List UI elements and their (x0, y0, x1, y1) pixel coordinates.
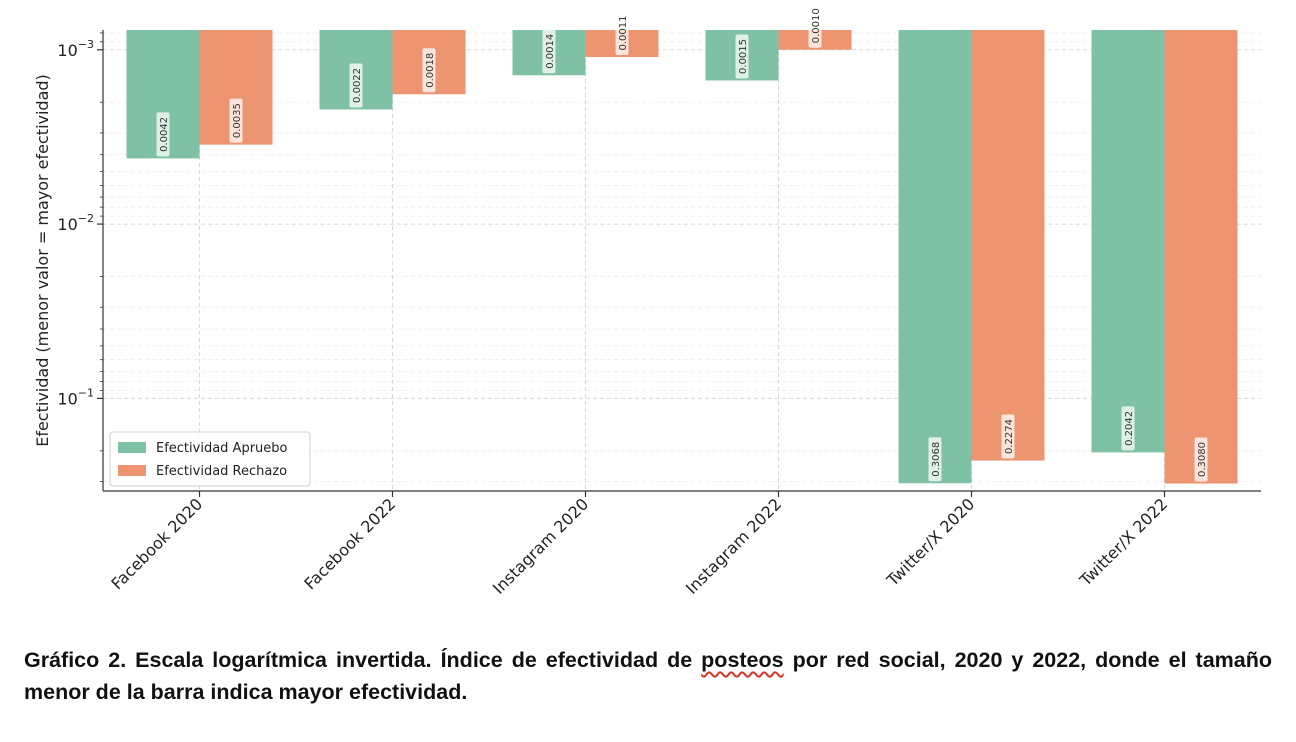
legend-swatch (118, 442, 146, 453)
data-label-group: 0.0011 (615, 10, 629, 55)
caption-text-start: Gráfico 2. Escala logarítmica invertida.… (24, 648, 702, 672)
data-label: 0.0010 (811, 8, 822, 43)
data-label: 0.0022 (352, 68, 363, 103)
y-tick-label: 10−1 (57, 386, 94, 408)
data-label-background (808, 3, 822, 48)
data-label-group: 0.0018 (422, 48, 436, 93)
bar-apruebo (898, 30, 972, 484)
x-tick-label: Twitter/X 2020 (882, 494, 978, 590)
data-label-background (542, 29, 556, 74)
data-label: 0.3080 (1197, 442, 1208, 477)
data-label: 0.0035 (232, 103, 243, 138)
data-label-background (1001, 414, 1015, 459)
data-label: 0.2274 (1004, 419, 1015, 454)
data-label-background (422, 48, 436, 93)
data-label-group: 0.0010 (808, 3, 822, 48)
data-label: 0.0011 (618, 15, 629, 50)
x-tick-label: Twitter/X 2022 (1075, 494, 1171, 590)
data-label-background (735, 34, 749, 79)
caption-text-end: por red social, 2020 y 2022, donde el ta… (24, 648, 1272, 704)
data-label: 0.3068 (931, 442, 942, 477)
x-tick-label: Facebook 2020 (107, 494, 206, 593)
data-labels: 0.0042 0.0022 0.0014 0.0015 0.3068 0.2042 0.00… (156, 3, 1208, 482)
grid-lines (103, 30, 1261, 491)
bar-chart: 0.0042 0.0022 0.0014 0.0015 0.3068 0.2042 0.00… (33, 3, 1261, 598)
bar-rechazo (1164, 30, 1238, 484)
data-label-background (615, 10, 629, 55)
data-label-group: 0.0042 (156, 112, 170, 157)
bar-apruebo (1091, 30, 1165, 453)
x-tick-label: Facebook 2022 (300, 494, 399, 593)
data-label: 0.0018 (425, 53, 436, 88)
y-axis-label: Efectividad (menor valor = mayor efectiv… (33, 74, 52, 447)
data-label-group: 0.0035 (229, 98, 243, 143)
data-label-group: 0.2274 (1001, 414, 1015, 459)
data-label-group: 0.3068 (928, 437, 942, 482)
data-label: 0.0042 (159, 117, 170, 152)
data-label-background (928, 437, 942, 482)
data-label-group: 0.0015 (735, 34, 749, 79)
y-tick-label: 10−3 (57, 38, 94, 60)
data-label-group: 0.3080 (1194, 437, 1208, 482)
data-label-background (156, 112, 170, 157)
bar-rechazo (971, 30, 1045, 461)
x-tick-label: Instagram 2022 (682, 494, 785, 597)
legend-label: Efectividad Apruebo (156, 441, 288, 456)
data-label-group: 0.0022 (349, 63, 363, 108)
data-label-background (229, 98, 243, 143)
legend-swatch (118, 465, 146, 476)
data-label-background (349, 63, 363, 108)
data-label-group: 0.2042 (1121, 406, 1135, 451)
y-tick-label: 10−2 (57, 212, 94, 234)
legend-label: Efectividad Rechazo (156, 464, 287, 479)
data-label: 0.0014 (545, 34, 556, 69)
data-label-background (1121, 406, 1135, 451)
legend-box (109, 431, 311, 487)
legend: Efectividad Apruebo Efectividad Rechazo (109, 431, 311, 487)
bars (126, 30, 1238, 484)
figure-caption: Gráfico 2. Escala logarítmica invertida.… (24, 644, 1272, 708)
x-tick-label: Instagram 2020 (489, 494, 592, 597)
data-label: 0.0015 (738, 39, 749, 74)
caption-underlined-word: posteos (701, 648, 784, 672)
data-label-background (1194, 437, 1208, 482)
data-label-group: 0.0014 (542, 29, 556, 74)
data-label: 0.2042 (1124, 411, 1135, 446)
